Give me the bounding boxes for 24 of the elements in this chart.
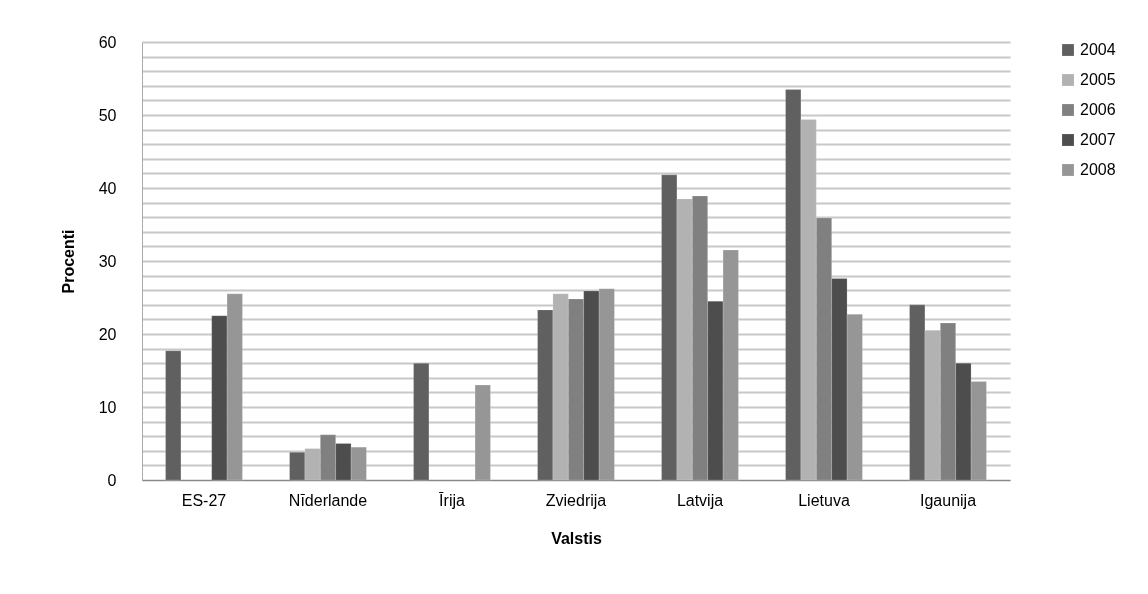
y-axis-title: Procenti [59, 229, 77, 294]
x-tick-label: Latvija [676, 491, 724, 509]
x-tick-label: Nīderlande [288, 491, 368, 509]
bar [165, 350, 182, 481]
y-tick-label: 30 [98, 252, 117, 270]
legend-label: 2005 [1080, 71, 1116, 88]
x-tick-label: ES-27 [181, 491, 227, 509]
x-tick-label: Lietuva [798, 491, 850, 509]
legend-label: 2007 [1080, 131, 1116, 148]
legend-label: 2006 [1080, 101, 1116, 118]
y-tick-label: 60 [98, 33, 117, 51]
bar [413, 363, 430, 481]
y-tick-label: 0 [107, 471, 117, 489]
y-tick-label: 10 [98, 398, 117, 416]
y-tick-label: 50 [98, 106, 117, 124]
x-tick-label: Īrija [439, 491, 465, 509]
x-axis-title: Valstis [551, 529, 602, 547]
legend-label: 2008 [1080, 161, 1116, 178]
x-tick-label: Zviedrija [545, 491, 607, 509]
x-tick-label: Igaunija [919, 491, 977, 509]
y-tick-label: 40 [98, 179, 117, 197]
legend-label: 2004 [1080, 41, 1116, 58]
bar [474, 384, 491, 481]
y-tick-label: 20 [98, 325, 117, 343]
